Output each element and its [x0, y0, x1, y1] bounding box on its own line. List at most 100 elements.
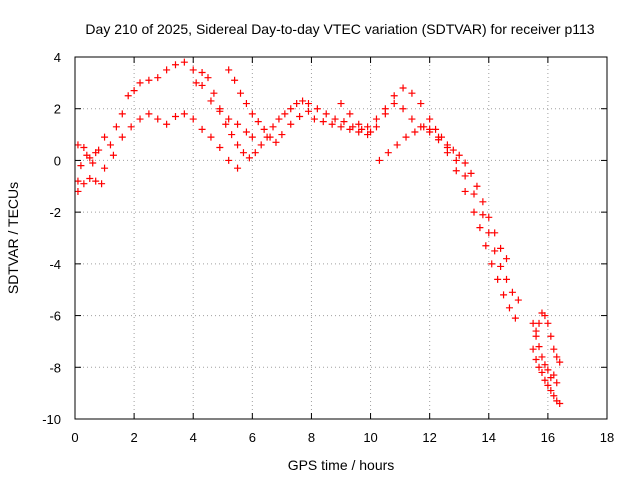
- x-tick-label: 4: [190, 430, 197, 445]
- data-point: [505, 304, 513, 312]
- y-tick-label: -10: [42, 412, 61, 427]
- data-point: [529, 345, 537, 353]
- data-point: [130, 87, 138, 95]
- data-point: [239, 149, 247, 157]
- x-tick-label: 10: [363, 430, 377, 445]
- data-point: [304, 107, 312, 115]
- data-point: [154, 74, 162, 82]
- data-point: [399, 84, 407, 92]
- y-tick-label: -4: [49, 257, 61, 272]
- data-point: [511, 314, 519, 322]
- data-point: [529, 319, 537, 327]
- plot-frame: [74, 56, 608, 420]
- data-point: [299, 97, 307, 105]
- data-point: [231, 76, 239, 84]
- x-tick-label: 0: [71, 430, 78, 445]
- data-point: [237, 89, 245, 97]
- data-point: [532, 356, 540, 364]
- data-point: [304, 100, 312, 108]
- x-tick-label: 2: [130, 430, 137, 445]
- series-track-6: [337, 100, 519, 322]
- x-tick-label: 16: [541, 430, 555, 445]
- data-point: [154, 115, 162, 123]
- data-point: [98, 180, 106, 188]
- data-point: [234, 141, 242, 149]
- data-point: [417, 100, 425, 108]
- data-point: [547, 332, 555, 340]
- data-point: [234, 120, 242, 128]
- series-track-2: [74, 110, 242, 172]
- data-point: [293, 100, 301, 108]
- data-point: [163, 66, 171, 74]
- data-point: [204, 74, 212, 82]
- chart-title: Day 210 of 2025, Sidereal Day-to-day VTE…: [85, 21, 594, 37]
- data-point: [340, 118, 348, 126]
- data-point: [452, 156, 460, 164]
- data-point: [544, 366, 552, 374]
- data-point: [248, 110, 256, 118]
- data-point: [180, 58, 188, 66]
- data-point: [491, 229, 499, 237]
- data-point: [500, 291, 508, 299]
- data-point: [473, 182, 481, 190]
- data-point: [426, 125, 434, 133]
- data-point: [269, 123, 277, 131]
- data-point: [372, 123, 380, 131]
- y-tick-label: 4: [54, 50, 61, 65]
- x-axis-label: GPS time / hours: [288, 457, 395, 473]
- data-point: [136, 115, 144, 123]
- data-marks: [74, 58, 564, 407]
- data-point: [556, 399, 564, 407]
- data-point: [538, 353, 546, 361]
- data-point: [553, 379, 561, 387]
- data-point: [355, 120, 363, 128]
- data-point: [313, 105, 321, 113]
- data-point: [452, 167, 460, 175]
- data-point: [216, 144, 224, 151]
- data-point: [372, 115, 380, 123]
- data-point: [411, 128, 419, 136]
- data-point: [198, 69, 206, 77]
- series-track-10: [529, 319, 561, 387]
- data-point: [455, 151, 463, 159]
- grid: [75, 57, 607, 419]
- data-point: [234, 164, 242, 172]
- data-point: [296, 112, 304, 120]
- data-point: [319, 118, 327, 126]
- data-point: [77, 162, 85, 170]
- data-point: [494, 275, 502, 283]
- data-point: [257, 141, 265, 149]
- data-point: [381, 110, 389, 118]
- data-point: [449, 146, 457, 154]
- data-point: [426, 115, 434, 123]
- data-point: [328, 120, 336, 128]
- data-point: [225, 115, 233, 123]
- data-point: [399, 105, 407, 113]
- data-point: [479, 211, 487, 219]
- data-point: [346, 110, 354, 118]
- data-point: [375, 156, 383, 164]
- data-point: [541, 361, 549, 369]
- data-point: [432, 125, 440, 133]
- data-point: [461, 159, 469, 167]
- data-point: [74, 187, 82, 195]
- data-point: [485, 229, 493, 237]
- data-point: [532, 332, 540, 340]
- data-point: [535, 343, 543, 351]
- data-point: [393, 141, 401, 149]
- data-point: [503, 275, 511, 283]
- data-point: [467, 169, 475, 177]
- data-point: [408, 115, 416, 123]
- x-tick-label: 12: [422, 430, 436, 445]
- data-point: [192, 79, 200, 87]
- data-point: [260, 125, 268, 133]
- data-point: [225, 156, 233, 164]
- data-point: [109, 151, 117, 159]
- data-point: [541, 376, 549, 384]
- data-point: [550, 392, 558, 400]
- ticks: 0 2 4 6 8 10 12 14 16 18 -10 -8 -6 -4 -2 0 2 4: [42, 50, 614, 445]
- data-point: [485, 213, 493, 221]
- data-point: [145, 76, 153, 84]
- data-point: [106, 141, 114, 149]
- data-point: [535, 363, 543, 371]
